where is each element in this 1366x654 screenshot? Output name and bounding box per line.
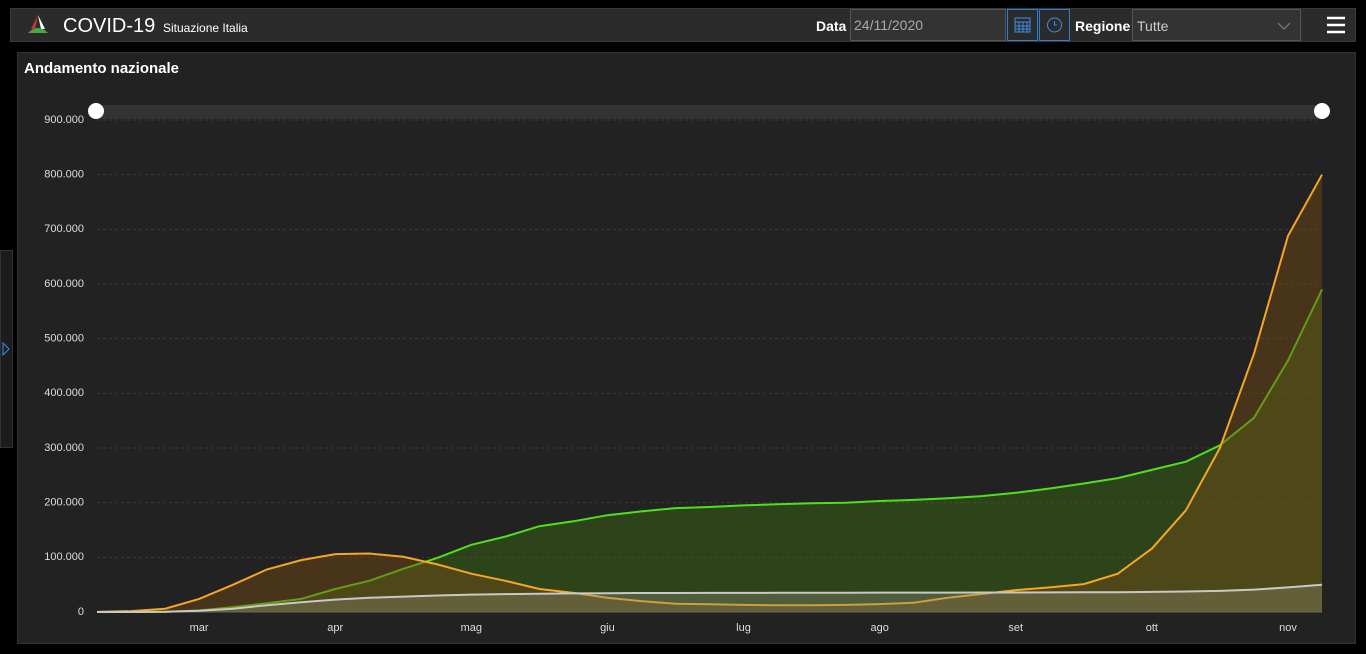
y-tick-label: 100.000: [44, 551, 84, 563]
side-arrow: [2, 341, 10, 357]
series-area: [97, 174, 1322, 612]
clock-button[interactable]: [1039, 9, 1070, 41]
y-tick-label: 300.000: [44, 442, 84, 454]
series-area: [97, 584, 1322, 612]
x-tick-label: set: [1008, 622, 1023, 634]
x-tick-label: mar: [190, 622, 209, 634]
menu-button[interactable]: [1325, 15, 1347, 35]
x-tick-label: lug: [736, 622, 751, 634]
y-tick-label: 200.000: [44, 497, 84, 509]
y-tick-label: 500.000: [44, 333, 84, 345]
x-tick-label: mag: [461, 622, 482, 634]
range-slider[interactable]: [97, 105, 1322, 119]
logo: [28, 15, 48, 33]
calendar-button[interactable]: [1007, 9, 1038, 41]
series-line: [96, 289, 1323, 613]
range-handle-right[interactable]: [1314, 103, 1330, 119]
app-subtitle: Situazione Italia: [163, 21, 248, 35]
x-tick-label: ott: [1146, 622, 1158, 634]
date-input[interactable]: 24/11/2020: [850, 9, 1006, 41]
y-tick-label: 400.000: [44, 387, 84, 399]
y-tick-label: 600.000: [44, 278, 84, 290]
date-label: Data: [816, 18, 847, 34]
series-area: [97, 289, 1322, 612]
x-tick-label: ago: [870, 622, 888, 634]
clock-icon: [1047, 17, 1062, 33]
y-tick-label: 900.000: [44, 114, 84, 126]
panel-title: Andamento nazionale: [24, 60, 180, 77]
x-tick-label: giu: [600, 622, 615, 634]
x-tick-label: apr: [327, 622, 343, 634]
y-tick-label: 700.000: [44, 223, 84, 235]
select-arrow: [1277, 22, 1291, 30]
top-bar: COVID-19 Situazione Italia Data 24/11/20…: [10, 8, 1356, 42]
chart-panel: Andamento nazionale: [17, 52, 1356, 644]
x-tick-label: nov: [1279, 622, 1297, 634]
series-line: [96, 174, 1323, 613]
series-line: [97, 583, 1323, 613]
y-tick-label: 0: [78, 606, 84, 618]
calendar-icon: [1014, 17, 1031, 33]
y-tick-label: 800.000: [44, 169, 84, 181]
side-toggle[interactable]: [0, 250, 13, 448]
region-label: Regione: [1075, 18, 1131, 34]
region-select[interactable]: Tutte: [1132, 9, 1301, 41]
range-handle-left[interactable]: [88, 103, 104, 119]
app-title: COVID-19: [63, 15, 156, 37]
